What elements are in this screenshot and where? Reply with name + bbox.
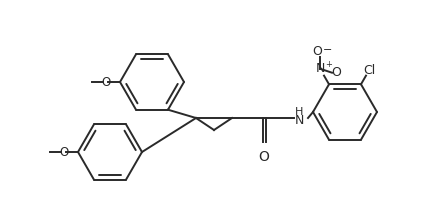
Text: O: O bbox=[331, 66, 341, 79]
Text: O: O bbox=[59, 146, 69, 158]
Text: Cl: Cl bbox=[363, 64, 375, 77]
Text: O: O bbox=[101, 76, 110, 89]
Text: N: N bbox=[315, 62, 325, 75]
Text: +: + bbox=[325, 60, 332, 69]
Text: −: − bbox=[323, 45, 332, 55]
Text: O: O bbox=[259, 150, 269, 164]
Text: methoxy: methoxy bbox=[84, 81, 90, 83]
Text: H: H bbox=[295, 107, 303, 117]
Text: N: N bbox=[295, 115, 304, 128]
Text: O: O bbox=[312, 45, 322, 58]
